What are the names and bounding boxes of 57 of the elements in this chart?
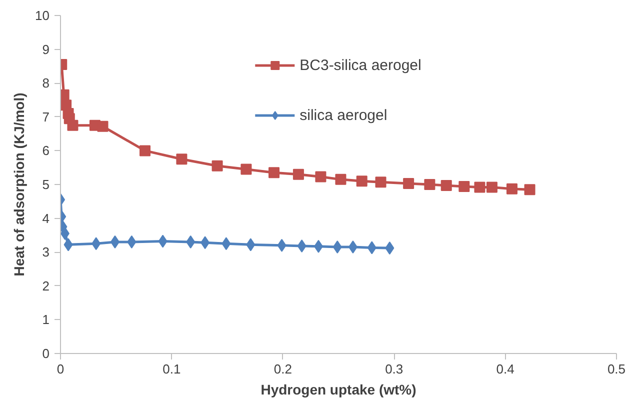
y-tick-label: 5 <box>42 177 50 192</box>
point <box>486 182 498 193</box>
point <box>212 160 223 172</box>
y-tick-label: 10 <box>35 8 50 23</box>
x-axis-title: Hydrogen uptake (wt%) <box>260 382 416 398</box>
point <box>297 240 306 253</box>
legend-label: BC3-silica aerogel <box>300 56 422 74</box>
point <box>375 176 386 188</box>
y-tick-label: 3 <box>42 244 50 260</box>
point <box>246 238 256 252</box>
point <box>474 182 486 193</box>
y-tick-label: 7 <box>42 109 50 124</box>
point <box>92 237 101 250</box>
point <box>186 235 196 248</box>
point <box>158 234 168 248</box>
point <box>110 235 120 248</box>
point <box>97 120 108 132</box>
x-tick-label: 0.3 <box>385 362 404 376</box>
x-tick-label: 0.5 <box>607 362 626 376</box>
y-tick-label: 2 <box>42 278 50 294</box>
point <box>315 171 326 182</box>
y-tick-label: 0 <box>42 346 50 361</box>
legend-label: silica aerogel <box>300 106 388 124</box>
point <box>268 167 280 178</box>
point <box>524 184 536 196</box>
point <box>314 240 323 253</box>
y-tick-label: 8 <box>42 76 50 91</box>
point <box>67 120 78 131</box>
point <box>458 181 470 192</box>
point <box>140 145 151 156</box>
x-tick-label: 0 <box>56 362 64 376</box>
point <box>385 242 394 255</box>
y-tick-label: 1 <box>42 312 50 328</box>
x-tick-label: 0.4 <box>496 362 514 376</box>
y-tick-label: 6 <box>42 143 50 158</box>
y-tick-label: 4 <box>42 210 50 226</box>
point <box>424 179 436 190</box>
point <box>222 237 231 250</box>
point <box>440 180 452 192</box>
point <box>367 241 376 254</box>
point <box>332 240 342 254</box>
x-tick-label: 0.1 <box>162 362 181 376</box>
point <box>240 164 252 175</box>
point <box>403 178 414 189</box>
point <box>335 174 346 185</box>
y-tick-label: 9 <box>42 42 50 57</box>
point <box>356 176 368 187</box>
point <box>127 235 136 248</box>
point <box>200 236 210 250</box>
point <box>348 240 358 254</box>
point <box>292 168 304 180</box>
x-tick-label: 0.2 <box>274 362 292 376</box>
point <box>176 154 188 165</box>
point <box>64 238 73 252</box>
y-axis-title: Heat of adsorption (KJ/mol) <box>11 92 28 276</box>
point <box>506 183 518 194</box>
point <box>277 238 286 252</box>
